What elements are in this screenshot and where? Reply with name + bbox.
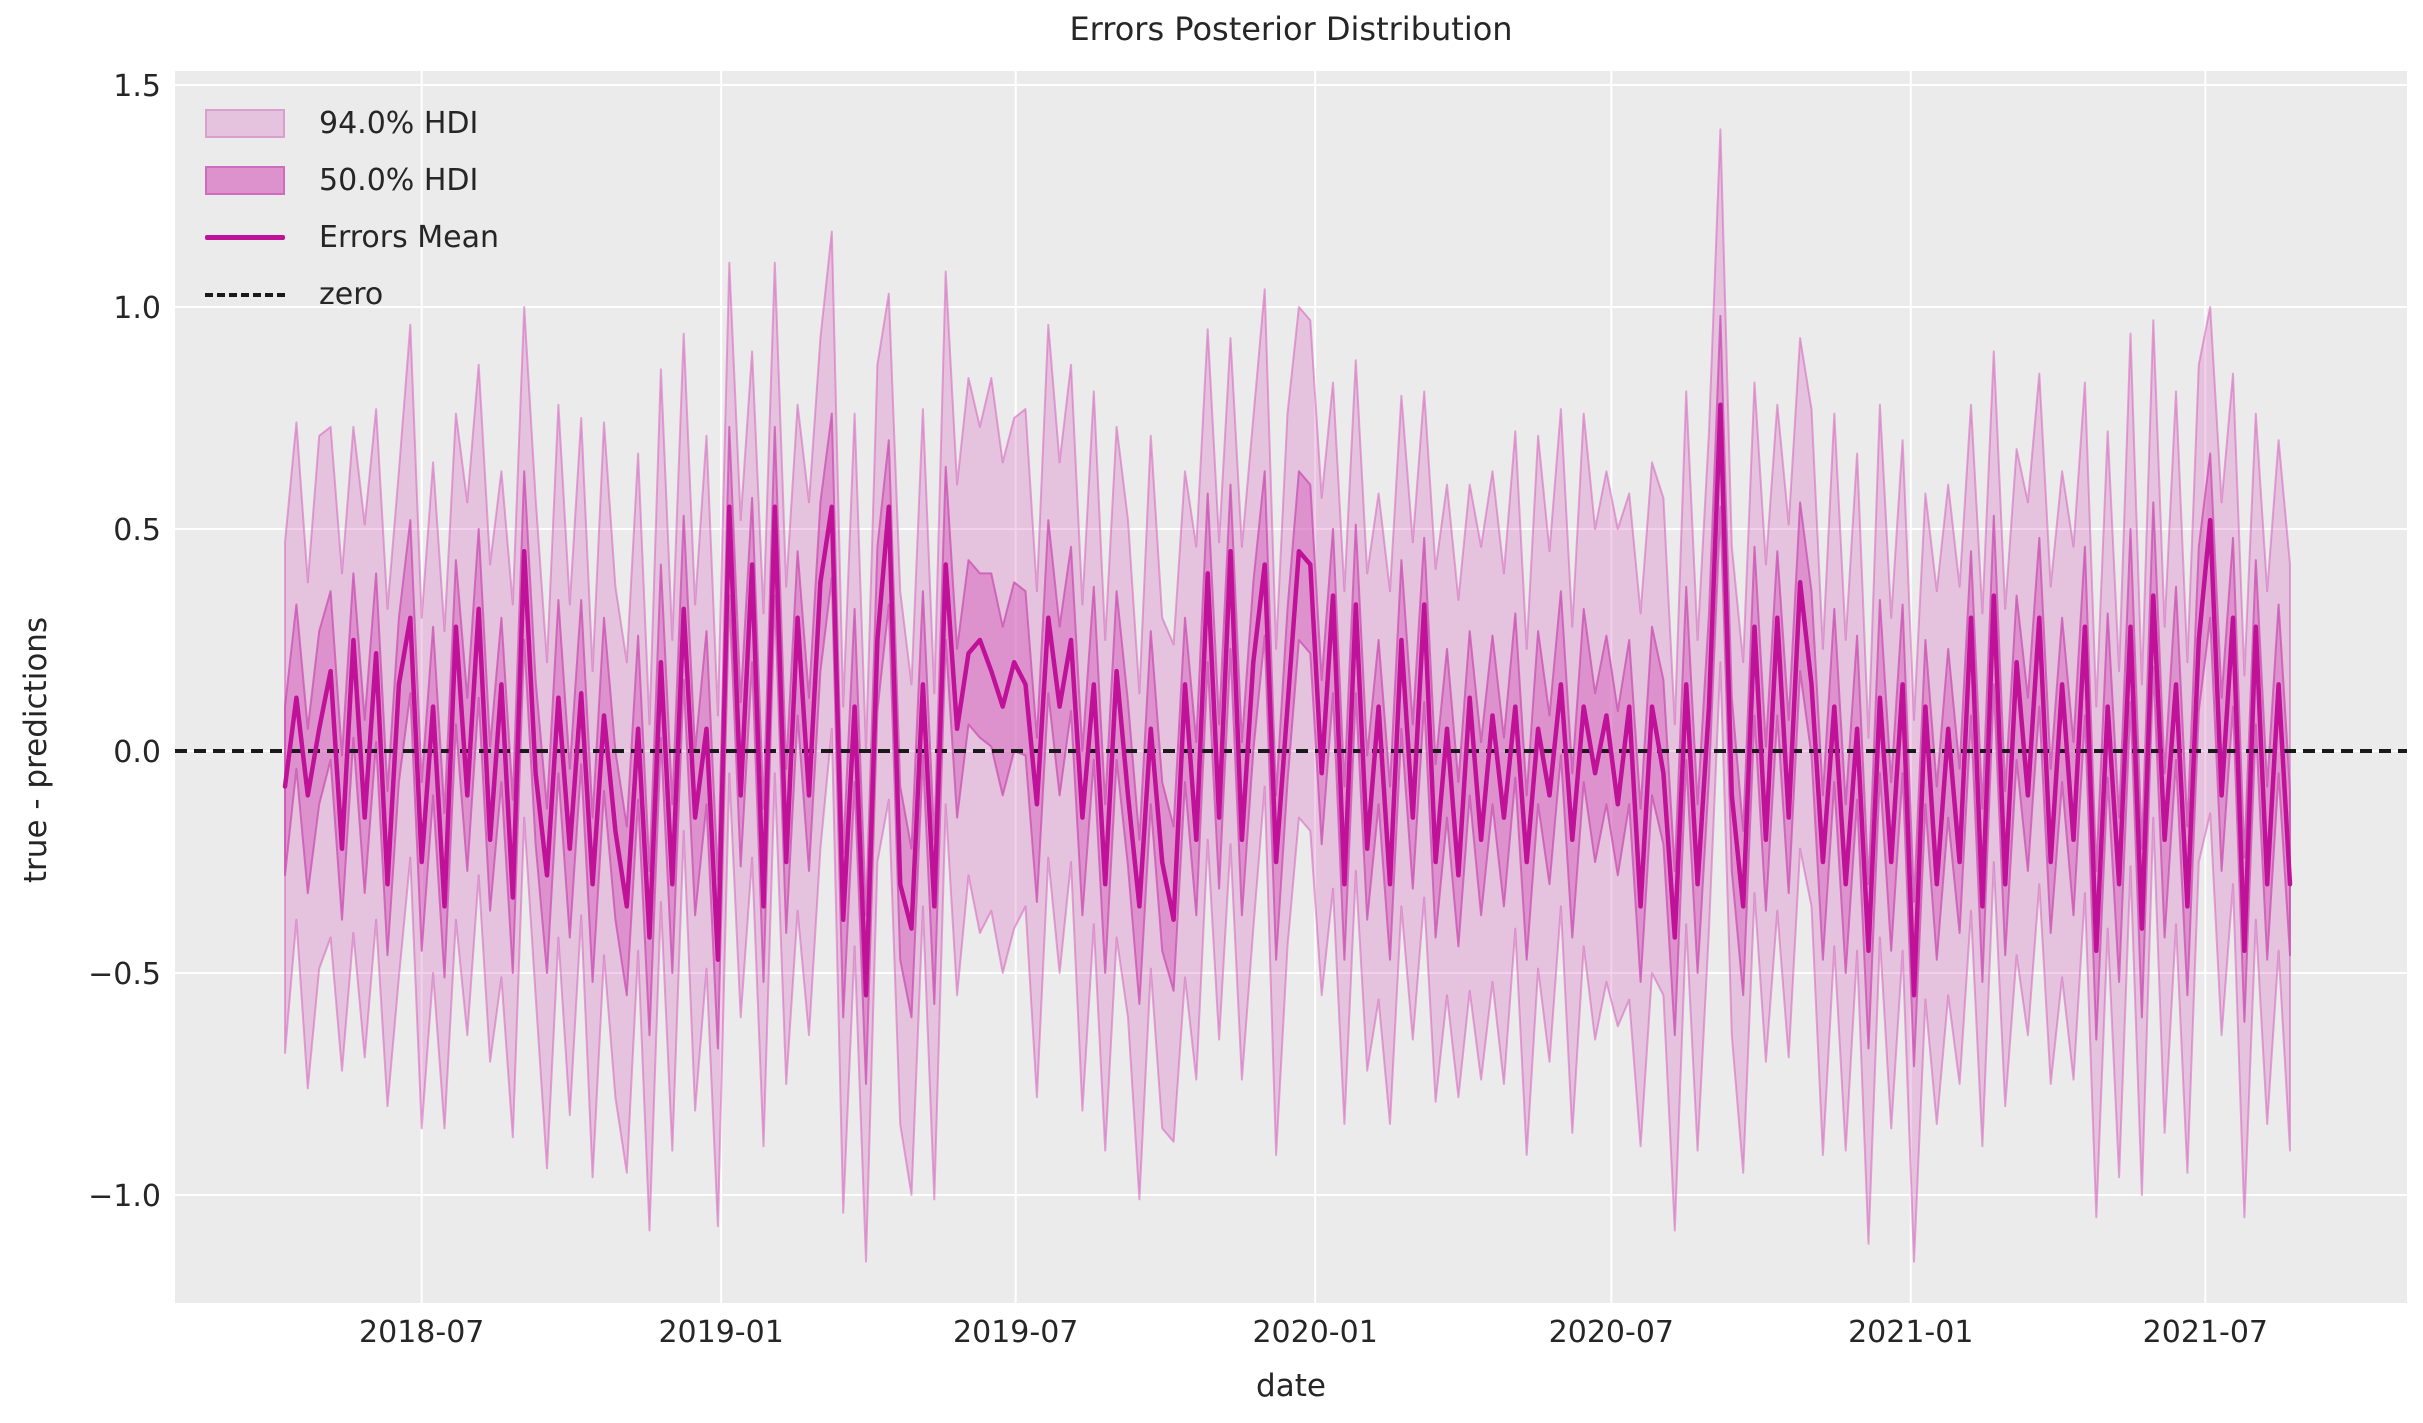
legend-item-zero: zero [205,266,499,323]
y-tick-label: 1.5 [113,69,161,104]
y-tick-label: 0.5 [113,513,161,548]
y-axis-label: true - predictions [18,616,54,884]
x-tick-label: 2019-01 [658,1315,783,1350]
zero-dashed-line-icon [205,292,285,297]
legend-label-zero: zero [319,277,384,312]
x-tick-label: 2018-07 [359,1315,484,1350]
legend-label-mean: Errors Mean [319,220,500,255]
legend: 94.0% HDI 50.0% HDI Errors Mean zero [205,95,499,323]
chart-title: Errors Posterior Distribution [1069,10,1513,48]
x-tick-label: 2020-07 [1549,1315,1674,1350]
y-tick-label: 1.0 [113,291,161,326]
x-tick-label: 2021-07 [2143,1315,2268,1350]
y-tick-label: −1.0 [88,1179,161,1214]
mean-line-icon [205,235,285,240]
hdi94-band-icon [205,109,285,138]
zero-swatch [205,292,285,297]
x-tick-label: 2019-07 [953,1315,1078,1350]
legend-label-hdi94: 94.0% HDI [319,106,479,141]
mean-swatch [205,235,285,240]
hdi50-swatch [205,166,285,195]
y-tick-label: 0.0 [113,735,161,770]
legend-item-hdi50: 50.0% HDI [205,152,499,209]
legend-item-hdi94: 94.0% HDI [205,95,499,152]
legend-item-mean: Errors Mean [205,209,499,266]
hdi94-swatch [205,109,285,138]
hdi50-band-icon [205,166,285,195]
x-axis-label: date [1256,1368,1326,1404]
errors-mean-line [282,402,2293,998]
x-tick-label: 2021-01 [1848,1315,1973,1350]
y-tick-label: −0.5 [88,957,161,992]
x-tick-label: 2020-01 [1252,1315,1377,1350]
legend-label-hdi50: 50.0% HDI [319,163,479,198]
